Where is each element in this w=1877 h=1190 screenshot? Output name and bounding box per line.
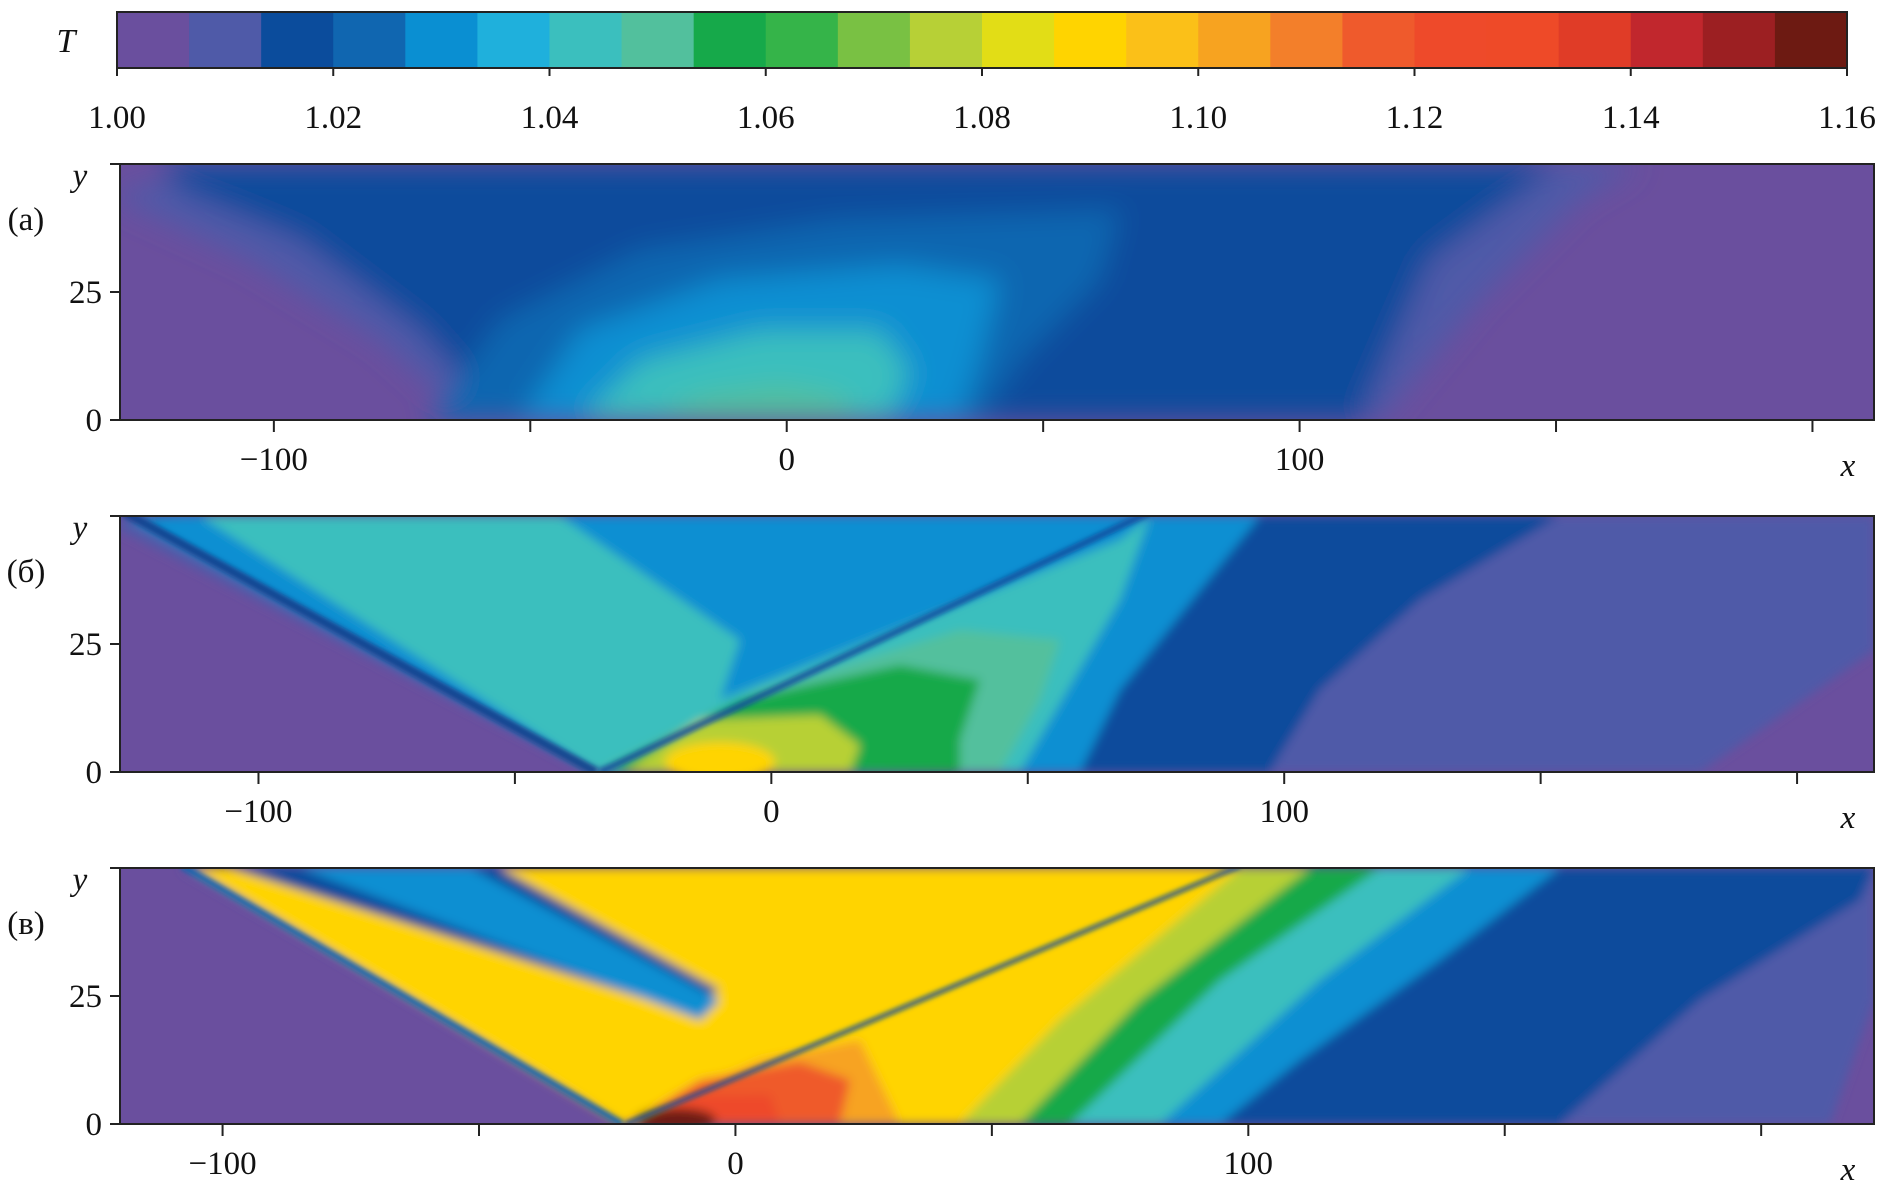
colorbar-swatch: [1774, 12, 1848, 68]
y-axis-label: y: [70, 158, 88, 194]
y-tick-label: 0: [86, 403, 103, 439]
y-tick-label: 25: [69, 627, 102, 663]
colorbar-swatch: [1270, 12, 1344, 68]
field-layers: [180, 868, 1874, 1124]
colorbar-tick-label: 1.08: [953, 100, 1011, 136]
colorbar: T 1.00 1.02 1.04 1.06 1.08 1.10 1.12 1.14 1.16: [57, 11, 1876, 136]
colorbar-swatch: [1486, 12, 1560, 68]
reflected-shock: [598, 516, 1150, 772]
colorbar-swatch: [189, 12, 262, 68]
x-tick-label: 0: [727, 1146, 744, 1182]
colorbar-swatch: [1126, 12, 1199, 68]
colorbar-swatch: [549, 12, 623, 68]
panel-label: (а): [8, 202, 45, 238]
field-layers: [120, 516, 1874, 772]
colorbar-swatch: [1630, 12, 1704, 68]
panel-axes: (в) y x 0 25 −100 0 100: [7, 862, 1855, 1188]
colorbar-swatch: [982, 12, 1055, 68]
incident-shock: [180, 868, 624, 1124]
panel-label: (в): [7, 906, 45, 942]
y-tick-label: 0: [86, 755, 103, 791]
panel-c: [119, 867, 1875, 1125]
colorbar-tick-label: 1.00: [88, 100, 146, 136]
colorbar-swatch: [1702, 12, 1776, 68]
field-layers: [120, 164, 1640, 420]
panel-a: [119, 163, 1875, 421]
heatmap-a: [120, 164, 1874, 420]
y-tick-label: 25: [69, 979, 102, 1015]
x-tick-label: 100: [1224, 1146, 1274, 1182]
shock-lines: [180, 868, 1241, 1124]
colorbar-swatch: [1558, 12, 1632, 68]
y-axis-label: y: [70, 510, 88, 546]
band-upstream-cyan: [300, 868, 720, 1020]
colorbar-tick-label: 1.14: [1602, 100, 1660, 136]
x-tick-label: 100: [1275, 442, 1325, 478]
panel-axes: (а) y x 0 25 −100 0 100: [8, 158, 1856, 484]
x-tick-label: −100: [240, 442, 308, 478]
panel-axes: (б) y x 0 25 −100 0 100: [7, 510, 1856, 836]
colorbar-tick-label: 1.02: [304, 100, 362, 136]
incident-shock: [121, 516, 599, 772]
colorbar-swatch: [477, 12, 551, 68]
colorbar-swatch: [909, 12, 983, 68]
colorbar-tick-label: 1.10: [1169, 100, 1227, 136]
shock-lines: [121, 516, 1150, 772]
colorbar-swatch: [117, 12, 190, 68]
x-axis-label: x: [1840, 1152, 1856, 1188]
x-tick-label: −100: [189, 1146, 257, 1182]
colorbar-swatch: [837, 12, 911, 68]
colorbar-swatch: [261, 12, 334, 68]
band-teal: [650, 385, 860, 420]
axes: (а) y x 0 25 −100 0 100 (б) y x 0 25 −100 0 100 (в) y x 0 25…: [7, 158, 1856, 1188]
y-tick-label: 0: [86, 1107, 103, 1143]
panel-b: [119, 515, 1875, 773]
colorbar-swatch: [621, 12, 695, 68]
colorbar-swatch: [1054, 12, 1127, 68]
colorbar-label: T: [57, 23, 78, 60]
colorbar-tick-label: 1.06: [737, 100, 795, 136]
colorbar-swatches: [117, 12, 1848, 68]
colorbar-swatch: [333, 12, 406, 68]
colorbar-swatch: [1342, 12, 1416, 68]
x-axis-label: x: [1840, 448, 1856, 484]
y-tick-label: 25: [69, 275, 102, 311]
reflected-shock: [625, 868, 1241, 1124]
x-tick-label: 0: [763, 794, 780, 830]
heatmap-c: [120, 868, 1874, 1124]
x-axis-label: x: [1840, 800, 1856, 836]
panel-label: (б): [7, 554, 46, 590]
colorbar-tick-label: 1.16: [1818, 100, 1876, 136]
colorbar-swatch: [1414, 12, 1488, 68]
x-tick-label: 100: [1259, 794, 1309, 830]
colorbar-tick-label: 1.12: [1386, 100, 1444, 136]
colorbar-tick-label: 1.04: [521, 100, 579, 136]
colorbar-swatch: [405, 12, 479, 68]
hot-spot: [636, 1108, 716, 1124]
y-axis-label: y: [70, 862, 88, 898]
hot-spot: [665, 742, 775, 772]
colorbar-swatch: [765, 12, 839, 68]
x-tick-label: 0: [778, 442, 795, 478]
x-tick-label: −100: [224, 794, 292, 830]
colorbar-swatch: [693, 12, 767, 68]
colorbar-swatch: [1198, 12, 1271, 68]
colorbar-ticks: 1.00 1.02 1.04 1.06 1.08 1.10 1.12 1.14 1.16: [88, 68, 1876, 136]
heatmap-b: [120, 516, 1874, 772]
